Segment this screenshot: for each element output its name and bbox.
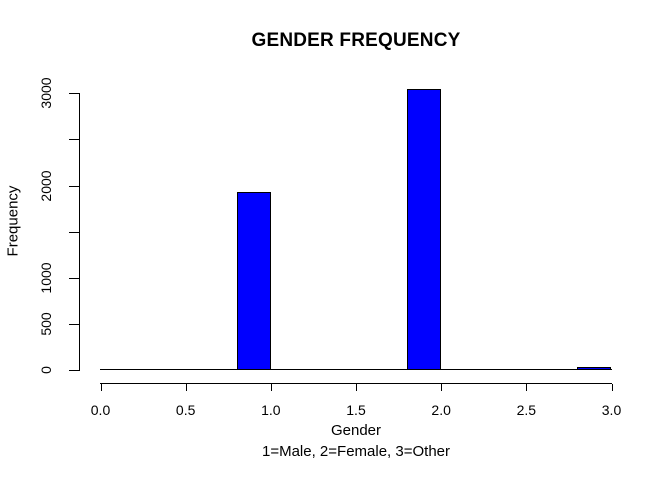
x-axis-label: Gender — [330, 422, 382, 439]
y-tick-label: 3000 — [38, 77, 54, 109]
x-tick-label: 2.0 — [431, 402, 451, 418]
y-tick-label: 500 — [38, 312, 54, 336]
x-tick-label: 3.0 — [601, 402, 622, 418]
y-axis-line — [79, 93, 80, 371]
histogram-bar-other — [577, 367, 612, 370]
y-axis-tick — [69, 93, 79, 95]
histogram-bar-male — [236, 191, 271, 370]
x-axis-tick — [100, 384, 102, 391]
x-axis-tick — [185, 384, 187, 391]
x-axis-sublabel: 1=Male, 2=Female, 3=Other — [261, 443, 451, 460]
histogram-bar-female — [407, 88, 442, 370]
x-tick-label: 1.0 — [261, 402, 281, 418]
x-tick-label: 0.5 — [175, 402, 196, 418]
x-axis-tick — [526, 384, 528, 391]
y-axis-label: Frequency — [4, 185, 22, 257]
y-axis-tick — [69, 323, 79, 325]
y-tick-label: 2000 — [38, 169, 54, 202]
y-tick-label: 1000 — [38, 262, 54, 294]
y-axis-tick — [69, 231, 79, 233]
chart-title: GENDER FREQUENCY — [251, 30, 461, 51]
x-tick-label: 1.5 — [346, 402, 366, 418]
zero-baseline — [100, 369, 612, 370]
x-axis-line — [100, 383, 612, 384]
x-axis-tick — [356, 384, 357, 391]
y-tick-label: 0 — [38, 366, 54, 374]
y-axis-tick — [69, 185, 79, 187]
x-axis-tick — [270, 384, 272, 391]
x-axis-tick — [611, 384, 613, 391]
x-tick-label: 2.5 — [516, 402, 537, 418]
y-axis-tick — [69, 277, 79, 279]
y-axis-tick — [69, 139, 79, 141]
y-axis-tick — [69, 370, 79, 371]
x-tick-label: 0.0 — [90, 402, 111, 418]
x-axis-tick — [441, 384, 443, 391]
